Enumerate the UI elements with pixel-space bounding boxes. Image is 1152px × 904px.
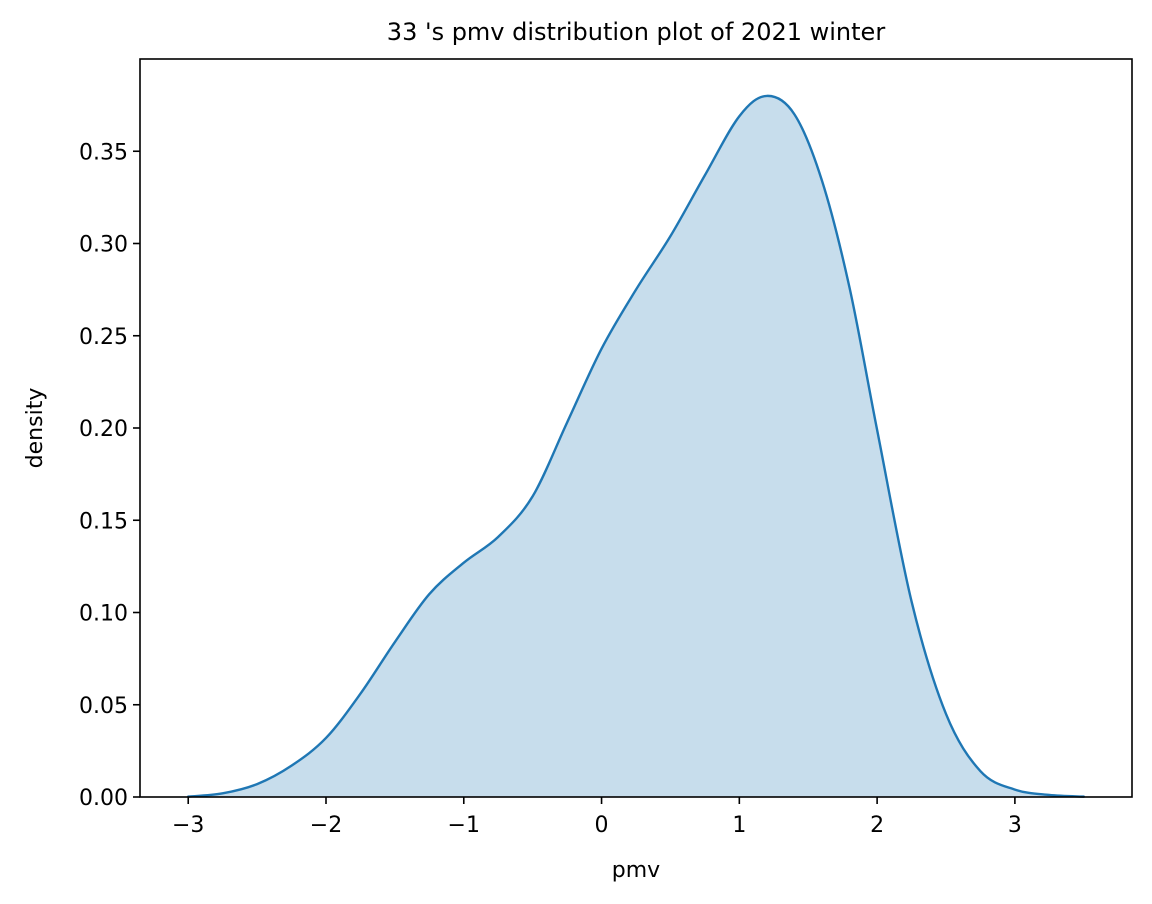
- series-layer: [187, 94, 1085, 798]
- y-tick-label: 0.35: [79, 140, 128, 165]
- y-tick-label: 0.05: [79, 694, 128, 719]
- x-tick-label: −2: [310, 813, 342, 838]
- y-axis-ticks: 0.00 0.05 0.10 0.15 0.20 0.25 0.30 0.35: [79, 140, 140, 811]
- density-curve-line: [187, 94, 1085, 798]
- x-tick-label: 0: [595, 813, 609, 838]
- x-tick-label: −1: [448, 813, 480, 838]
- x-tick-label: −3: [172, 813, 204, 838]
- plot-area-background: [140, 59, 1132, 797]
- y-tick-label: 0.20: [79, 417, 128, 442]
- y-tick-label: 0.30: [79, 233, 128, 258]
- y-axis-label: density: [23, 388, 48, 469]
- y-tick-label: 0.25: [79, 325, 128, 350]
- y-tick-label: 0.15: [79, 509, 128, 534]
- y-tick-label: 0.00: [79, 786, 128, 811]
- y-tick-label: 0.10: [79, 602, 128, 627]
- chart-title: 33 's pmv distribution plot of 2021 wint…: [387, 18, 886, 46]
- x-tick-label: 2: [870, 813, 884, 838]
- x-tick-label: 3: [1008, 813, 1022, 838]
- x-axis-ticks: −3 −2 −1 0 1 2 3: [172, 797, 1022, 838]
- x-tick-label: 1: [732, 813, 746, 838]
- x-axis-label: pmv: [612, 858, 660, 883]
- density-area-fill: [188, 95, 1084, 798]
